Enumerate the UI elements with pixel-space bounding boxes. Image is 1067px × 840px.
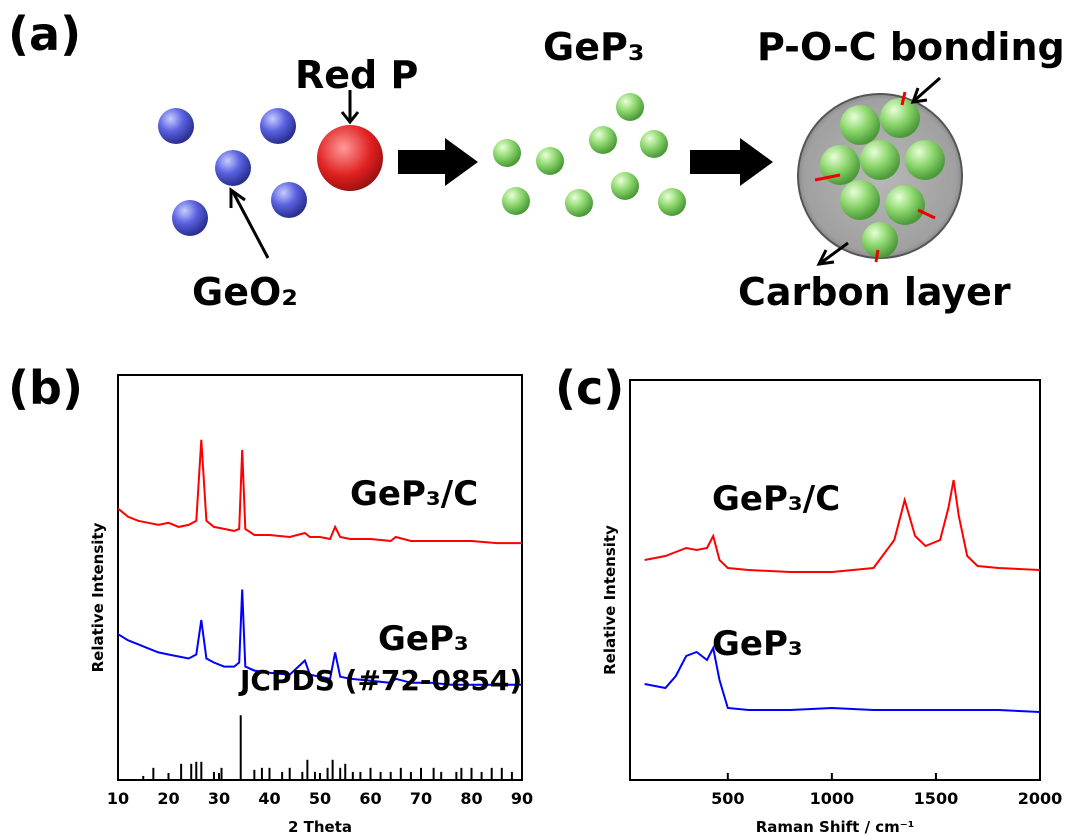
series-label: GeP₃ bbox=[712, 624, 803, 664]
x-tick-label: 500 bbox=[711, 789, 744, 808]
plot-frame bbox=[629, 379, 1041, 781]
plot-frame bbox=[117, 374, 523, 781]
series-label: GeP₃/C bbox=[350, 474, 478, 514]
series-label: JCPDS (#72-0854) bbox=[238, 664, 522, 697]
label: GeO₂ bbox=[192, 270, 298, 314]
label: GeP₃ bbox=[543, 25, 644, 69]
x-tick-label: 80 bbox=[460, 789, 482, 808]
arrow bbox=[690, 138, 773, 186]
x-tick-label: 90 bbox=[511, 789, 533, 808]
spectrum-line bbox=[117, 439, 522, 545]
x-tick-label: 10 bbox=[107, 789, 129, 808]
arrows bbox=[229, 76, 941, 266]
x-tick-label: 40 bbox=[258, 789, 280, 808]
x-tick-label: 60 bbox=[359, 789, 381, 808]
label: Carbon layer bbox=[738, 270, 1011, 314]
x-tick-label: 1500 bbox=[914, 789, 959, 808]
arrow bbox=[398, 138, 478, 186]
x-tick-label: 2000 bbox=[1018, 789, 1063, 808]
x-axis-title: 2 Theta bbox=[288, 818, 352, 836]
y-axis-title: Relative Intensity bbox=[89, 522, 107, 672]
x-tick-label: 70 bbox=[410, 789, 432, 808]
spheres bbox=[158, 91, 963, 263]
spectrum-line bbox=[117, 589, 522, 686]
schematic: (a) Red P GeP₃ P-O-C bonding GeO₂ Carbon… bbox=[8, 7, 1065, 314]
label: P-O-C bonding bbox=[757, 25, 1065, 69]
x-tick-label: 50 bbox=[309, 789, 331, 808]
y-axis-title: Relative Intensity bbox=[601, 525, 619, 675]
spectrum-line bbox=[644, 479, 1041, 573]
series-label: GeP₃ bbox=[378, 619, 469, 659]
series-label: GeP₃/C bbox=[712, 479, 840, 519]
x-tick-label: 30 bbox=[208, 789, 230, 808]
panel-label: (a) bbox=[8, 7, 81, 61]
panel-label: (b) bbox=[8, 361, 83, 415]
x-tick-label: 20 bbox=[157, 789, 179, 808]
x-tick-label: 1000 bbox=[810, 789, 855, 808]
panel-label: (c) bbox=[555, 361, 624, 415]
x-axis-title: Raman Shift / cm⁻¹ bbox=[756, 818, 915, 836]
spectrum-line bbox=[644, 644, 1041, 713]
charts: (b) 10 20 30 40 50 60 70 80 90 2 Theta Relative Int… bbox=[8, 361, 1062, 836]
label: Red P bbox=[295, 53, 418, 97]
